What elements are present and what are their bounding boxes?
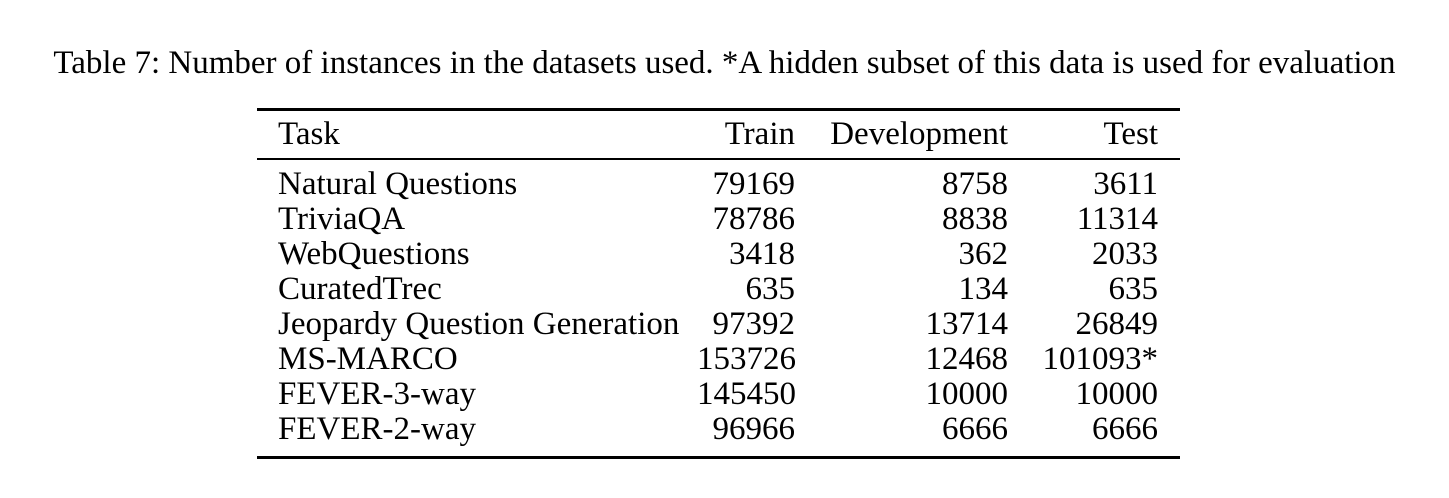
- task-cell: TriviaQA: [278, 201, 406, 237]
- task-cell: Natural Questions: [278, 166, 518, 202]
- test-cell: 2033: [1092, 236, 1158, 272]
- table-row: Natural Questions 79169 8758 3611: [257, 159, 1180, 202]
- train-cell: 96966: [712, 411, 796, 447]
- table-row: MS-MARCO 153726 12468 101093*: [257, 342, 1180, 377]
- development-cell: 8838: [942, 201, 1008, 237]
- train-cell: 97392: [712, 306, 796, 342]
- train-cell: 635: [745, 271, 796, 307]
- test-cell: 6666: [1092, 411, 1158, 447]
- table-body: Natural Questions 79169 8758 3611 TriviaQA 78…: [257, 159, 1180, 458]
- development-cell: 10000: [925, 376, 1009, 412]
- task-cell: MS-MARCO: [278, 341, 458, 377]
- train-cell: 3418: [729, 236, 795, 272]
- train-cell: 78786: [712, 201, 796, 237]
- development-cell: 6666: [942, 411, 1008, 447]
- datasets-table: Task Train Development Test Natural Ques…: [257, 108, 1180, 459]
- header-row: Task Train Development Test: [257, 109, 1180, 160]
- test-cell: 11314: [1076, 201, 1158, 237]
- task-cell: WebQuestions: [278, 236, 470, 272]
- train-cell: 145450: [697, 376, 796, 412]
- test-cell: 10000: [1075, 376, 1159, 412]
- column-header-test: Test: [1008, 109, 1180, 160]
- development-cell: 362: [958, 236, 1009, 272]
- task-cell: CuratedTrec: [278, 271, 442, 307]
- train-cell: 153726: [697, 341, 796, 377]
- table-row: WebQuestions 3418 362 2033: [257, 237, 1180, 272]
- task-cell: FEVER-3-way: [278, 376, 476, 412]
- development-cell: 8758: [942, 166, 1008, 202]
- task-cell: FEVER-2-way: [278, 411, 476, 447]
- test-cell: 101093*: [1042, 341, 1159, 377]
- table-row: CuratedTrec 635 134 635: [257, 272, 1180, 307]
- column-header-development: Development: [795, 109, 1008, 160]
- test-cell: 26849: [1075, 306, 1159, 342]
- table-row: FEVER-3-way 145450 10000 10000: [257, 377, 1180, 412]
- development-cell: 134: [958, 271, 1009, 307]
- test-cell: 635: [1108, 271, 1159, 307]
- table-header: Task Train Development Test: [257, 109, 1180, 160]
- test-cell: 3611: [1093, 166, 1158, 202]
- table-row: Jeopardy Question Generation 97392 13714 26…: [257, 307, 1180, 342]
- table-row: FEVER-2-way 96966 6666 6666: [257, 412, 1180, 458]
- column-header-train: Train: [697, 109, 795, 160]
- task-cell: Jeopardy Question Generation: [278, 306, 680, 342]
- column-header-task: Task: [257, 109, 697, 160]
- train-cell: 79169: [712, 166, 796, 202]
- table-row: TriviaQA 78786 8838 11314: [257, 202, 1180, 237]
- table-caption: Table 7: Number of instances in the data…: [53, 45, 1396, 81]
- development-cell: 12468: [925, 341, 1009, 377]
- development-cell: 13714: [925, 306, 1009, 342]
